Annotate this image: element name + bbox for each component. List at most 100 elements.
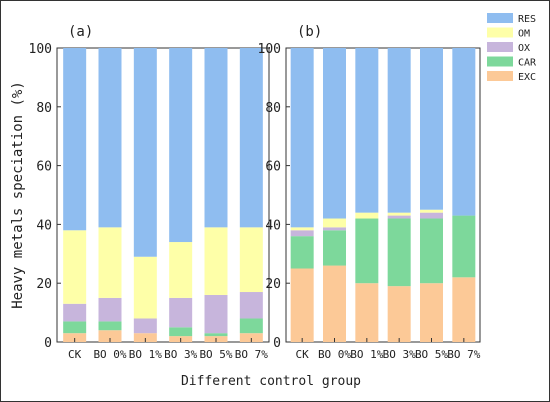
x-tick-label: CK	[68, 348, 82, 361]
x-tick-label: BO 1%	[350, 348, 383, 361]
legend-swatch-ox	[487, 42, 513, 52]
legend-swatch-om	[487, 27, 513, 38]
bar-segment-om	[387, 212, 411, 216]
bar-segment-ox	[420, 212, 443, 219]
legend-label-exc: EXC	[518, 72, 536, 83]
bar-segment-exc	[420, 283, 443, 342]
bar-segment-exc	[323, 265, 346, 342]
x-tick-label: BO 0%	[93, 348, 126, 361]
bar-segment-res	[169, 48, 193, 243]
bar-segment-res	[290, 48, 314, 228]
bar-segment-exc	[290, 268, 314, 342]
bar-segment-ox	[290, 230, 314, 237]
y-tick-label: 40	[36, 218, 52, 233]
panel-label: (b)	[297, 24, 322, 40]
x-tick-label: BO 7%	[235, 348, 268, 361]
bar-segment-res	[239, 48, 263, 228]
bar-segment-res	[63, 48, 87, 231]
bar-segment-ox	[239, 292, 263, 319]
x-tick-label: BO 1%	[129, 348, 162, 361]
bar-segment-om	[290, 227, 314, 231]
bar-segment-car	[63, 321, 87, 334]
x-tick-label: BO 5%	[415, 348, 448, 361]
panel-label: (a)	[68, 24, 93, 40]
legend-label-res: RES	[518, 14, 536, 25]
x-tick-label: BO 5%	[199, 348, 232, 361]
bar-segment-car	[290, 236, 314, 269]
bar-segment-res	[133, 48, 157, 257]
bar-segment-om	[204, 227, 228, 295]
bar-segment-exc	[452, 277, 476, 342]
bar-segment-car	[387, 218, 411, 287]
bar-segment-om	[420, 209, 443, 213]
bar-segment-om	[239, 227, 263, 293]
bar-segment-ox	[387, 215, 411, 219]
chart-panel-a: 0 20 40 60 80 100 CK BO 0% BO 1% BO 3% BO 5% BO 7% (…	[10, 24, 270, 361]
bar-segment-res	[387, 48, 411, 213]
bar-segment-exc	[63, 333, 87, 342]
bar-segment-exc	[98, 330, 122, 342]
legend-label-car: CAR	[518, 58, 537, 69]
x-tick-label: BO 0%	[318, 348, 351, 361]
bar-segment-car	[204, 333, 228, 337]
bar-segment-ox	[323, 227, 346, 231]
bar-segment-res	[98, 48, 122, 228]
plot-frame	[56, 47, 270, 343]
bar-segment-exc	[133, 333, 157, 342]
plot-frame	[285, 47, 481, 343]
y-tick-label: 80	[265, 101, 281, 116]
bar-segment-res	[204, 48, 228, 228]
legend-swatch-res	[487, 13, 513, 23]
bar-segment-om	[355, 212, 379, 219]
legend-label-om: OM	[518, 29, 530, 40]
bar-segment-res	[323, 48, 346, 219]
bar-segment-ox	[169, 297, 193, 328]
bar-segment-car	[98, 321, 122, 331]
bar-segment-car	[420, 218, 443, 284]
y-tick-label: 20	[265, 277, 281, 292]
x-tick-label: BO 3%	[383, 348, 416, 361]
bar-segment-car	[323, 230, 346, 266]
legend: RES OM OX CAR EXC	[487, 13, 537, 83]
x-tick-label: BO 3%	[164, 348, 197, 361]
y-tick-label: 20	[36, 277, 52, 292]
bar-segment-ox	[204, 294, 228, 334]
y-tick-label: 60	[36, 160, 52, 175]
y-axis-label: Heavy metals speciation (%)	[10, 81, 26, 309]
bar-segment-om	[133, 256, 157, 319]
bar-segment-ox	[133, 318, 157, 334]
chart-panel-b: 0 20 40 60 80 100 CK BO 0% BO 1% BO 3% BO 5% BO 7% (…	[258, 24, 481, 361]
y-tick-label: 0	[273, 336, 281, 351]
bar-segment-car	[355, 218, 379, 284]
x-tick-label: BO 7%	[447, 348, 480, 361]
bar-segment-car	[169, 327, 193, 337]
bar-segment-exc	[355, 283, 379, 342]
bar-segment-res	[355, 48, 379, 213]
bar-segment-om	[98, 227, 122, 298]
bar-segment-exc	[387, 286, 411, 342]
legend-swatch-exc	[487, 71, 513, 81]
bar-segment-car	[239, 318, 263, 334]
bar-segment-res	[452, 48, 476, 216]
bar-segment-om	[323, 218, 346, 228]
x-axis-label: Different control group	[181, 374, 361, 389]
y-tick-label: 100	[29, 42, 52, 57]
y-tick-label: 40	[265, 218, 281, 233]
y-tick-label: 100	[258, 42, 281, 57]
bar-segment-car	[452, 215, 476, 278]
bar-segment-om	[63, 230, 87, 304]
legend-label-ox: OX	[518, 43, 530, 54]
y-tick-label: 80	[36, 101, 52, 116]
bar-segment-ox	[63, 303, 87, 322]
y-tick-label: 0	[44, 336, 52, 351]
y-tick-label: 60	[265, 160, 281, 175]
bar-segment-om	[169, 242, 193, 298]
bar-segment-exc	[239, 333, 263, 342]
x-tick-label: CK	[296, 348, 310, 361]
bar-segment-res	[420, 48, 443, 210]
bar-segment-ox	[98, 297, 122, 322]
legend-swatch-car	[487, 56, 513, 67]
